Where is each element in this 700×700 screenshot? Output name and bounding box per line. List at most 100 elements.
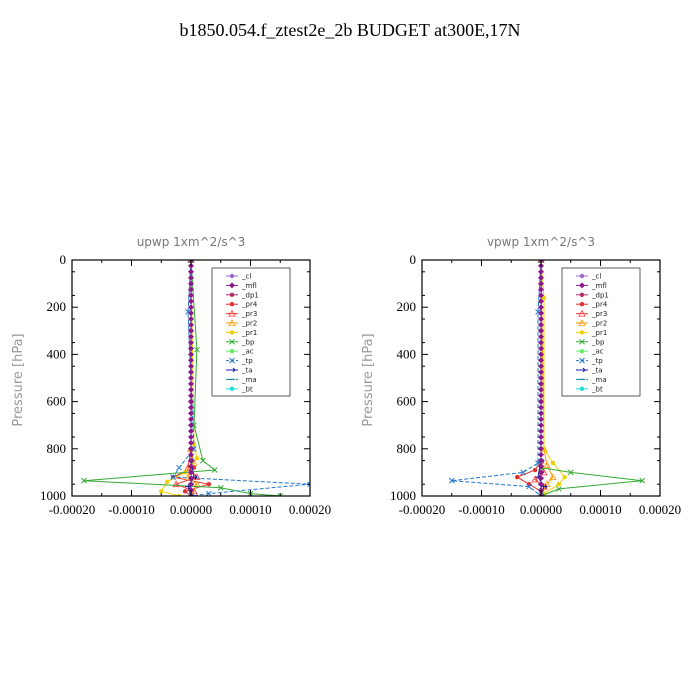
legend-marker [229, 302, 235, 307]
legend-label: _cl [241, 273, 251, 281]
profile-point [188, 363, 194, 370]
profile-point [188, 357, 194, 364]
y-tick-label: 600 [47, 394, 67, 409]
legend-marker [229, 338, 235, 345]
profile-point [188, 339, 194, 346]
y-tick-label: 200 [47, 299, 67, 314]
x-tick-label: 0.00020 [289, 502, 331, 517]
legend-marker [579, 386, 585, 391]
profile-point [538, 439, 544, 446]
profile-point [538, 422, 544, 429]
profile-point [538, 410, 544, 417]
data-point [550, 460, 556, 466]
profile-point [188, 351, 194, 358]
profile-point [538, 463, 544, 470]
profile-point [188, 321, 194, 328]
legend-label: _bt [591, 385, 603, 393]
x-tick-label: 0.00000 [520, 502, 562, 517]
x-tick-label: -0.00010 [108, 502, 155, 517]
profile-point [188, 345, 194, 352]
y-tick-label: 0 [410, 252, 417, 267]
data-point [172, 480, 180, 488]
profile-point [188, 392, 194, 399]
profile-point [538, 357, 544, 364]
data-point [206, 482, 212, 487]
legend-marker [579, 302, 585, 307]
profile-point [538, 327, 544, 334]
profile-point [188, 333, 194, 340]
legend-label: _pr1 [591, 329, 607, 337]
data-point [556, 482, 562, 487]
data-point [182, 489, 188, 494]
profile-point [538, 321, 544, 328]
x-tick-label: -0.00010 [458, 502, 505, 517]
legend-marker [228, 309, 236, 317]
profile-point [538, 268, 544, 275]
data-point [165, 479, 170, 485]
legend-label: _ta [241, 367, 253, 375]
legend-label: _mfl [241, 282, 257, 290]
legend-marker [579, 282, 585, 289]
data-point [307, 481, 310, 488]
legend-marker [579, 338, 585, 345]
profile-point [188, 398, 194, 405]
profile-point [188, 280, 194, 287]
legend-marker [578, 309, 586, 317]
data-point [526, 482, 532, 487]
legend-marker [578, 319, 586, 326]
profile-point [538, 310, 544, 317]
series-line-pr4 [516, 260, 542, 496]
profile-point [188, 434, 194, 440]
y-axis-label: Pressure [hPa] [11, 333, 26, 426]
data-point [81, 477, 87, 484]
series-line-tp [451, 260, 542, 496]
y-tick-label: 600 [397, 394, 417, 409]
profile-point [538, 280, 544, 287]
data-point [543, 461, 551, 469]
legend-marker [579, 349, 585, 354]
data-point [277, 493, 284, 496]
profile-point [188, 416, 194, 423]
data-point [567, 469, 574, 476]
profile-point [538, 274, 544, 281]
profile-point [538, 369, 544, 376]
legend-label: _pr4 [591, 301, 608, 309]
legend-marker [579, 292, 585, 297]
profile-point [538, 481, 544, 488]
profile-point [188, 481, 194, 488]
profile-point [188, 369, 194, 376]
data-point [526, 483, 532, 490]
profile-point [188, 463, 194, 470]
data-point [520, 469, 527, 476]
profile-point [538, 380, 544, 387]
profile-point [188, 286, 194, 293]
data-point [532, 467, 538, 473]
profile-point [538, 475, 544, 482]
profile-point [538, 363, 544, 370]
data-point [200, 457, 206, 464]
profile-point [188, 386, 194, 393]
legend-marker [579, 367, 586, 373]
data-point [555, 486, 562, 492]
x-tick-label: 0.00010 [229, 502, 271, 517]
profile-point [538, 298, 544, 305]
legend-marker [228, 319, 236, 326]
profile-point [538, 345, 544, 352]
data-point [541, 295, 547, 300]
profile-point [538, 304, 544, 311]
y-axis-label: Pressure [hPa] [361, 333, 376, 426]
profile-point [538, 404, 544, 411]
data-point [194, 456, 200, 461]
legend-marker [229, 292, 235, 297]
profile-point [188, 457, 194, 464]
profile-point [538, 351, 544, 358]
data-point [205, 490, 212, 496]
x-tick-label: -0.00020 [399, 502, 446, 517]
profile-point [538, 375, 544, 381]
legend-label: _bp [591, 338, 605, 346]
profile-point [188, 327, 194, 334]
legend-label: _tp [241, 357, 253, 365]
profile-point [188, 445, 194, 452]
profile-point [538, 392, 544, 399]
